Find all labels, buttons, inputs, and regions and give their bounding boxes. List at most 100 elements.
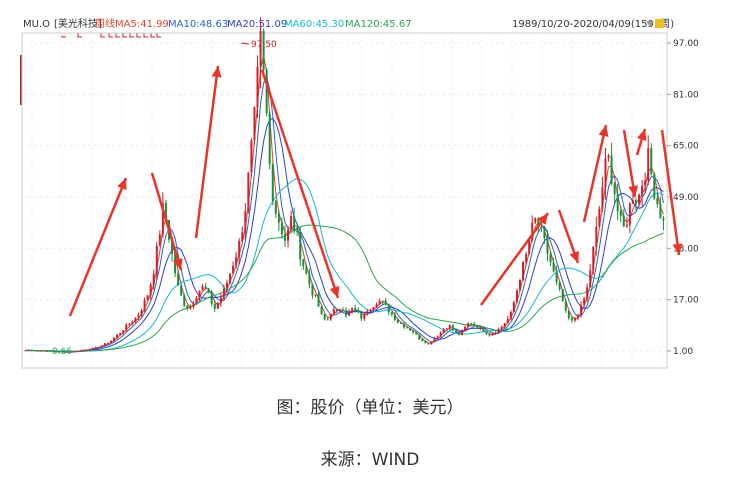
candle-body <box>320 306 323 315</box>
date-range-label: 1989/10/20-2020/04/09(1591周) <box>512 18 674 30</box>
candle-body <box>317 294 320 307</box>
candle-body <box>595 226 598 247</box>
candle-body <box>241 232 244 241</box>
candle-body <box>335 309 338 311</box>
candle-body <box>528 240 531 254</box>
candle-body <box>369 310 372 312</box>
candle-body <box>137 315 140 318</box>
candle-body <box>439 332 442 337</box>
candle-body <box>143 300 146 311</box>
trend-arrowhead <box>569 250 579 263</box>
candle-body <box>201 286 204 291</box>
candle-body <box>183 295 186 306</box>
candle-body <box>436 336 439 338</box>
candle-body <box>134 317 137 322</box>
candle-body <box>210 292 213 304</box>
candle-body <box>589 270 592 288</box>
candle-body <box>271 164 274 202</box>
trend-arrowhead <box>211 66 222 78</box>
candle-body <box>384 300 387 305</box>
candle-body <box>323 314 326 320</box>
candlestick-series <box>24 17 665 353</box>
y-tick-label: 33.00 <box>673 244 699 254</box>
candle-body <box>479 327 482 329</box>
candle-body <box>424 341 427 344</box>
close-icon-box[interactable] <box>655 19 664 28</box>
candle-body <box>113 338 116 341</box>
candle-body <box>393 314 396 321</box>
candle-body <box>76 350 79 352</box>
candle-body <box>39 350 42 352</box>
candle-body <box>647 147 650 181</box>
candle-body <box>540 226 543 228</box>
candle-body <box>427 343 430 345</box>
candle-body <box>598 208 601 227</box>
candle-body <box>464 327 467 331</box>
candle-body <box>515 290 518 303</box>
candle-body <box>519 280 522 291</box>
candle-body <box>497 329 500 333</box>
candle-body <box>149 284 152 296</box>
dropdown-arrow-icon[interactable] <box>646 21 654 27</box>
signal-tick <box>136 33 141 38</box>
ma-line <box>25 224 664 352</box>
candle-body <box>494 332 497 334</box>
candle-body <box>338 309 341 311</box>
candle-body <box>103 343 106 346</box>
candle-body <box>42 350 45 352</box>
candle-body <box>549 253 552 263</box>
ma-legend-label: MA120:45.67 <box>345 19 412 30</box>
signal-tick <box>61 33 66 38</box>
candle-body <box>345 310 348 316</box>
candle-body <box>51 351 54 353</box>
candle-body <box>366 311 369 314</box>
candle-body <box>204 286 207 289</box>
candle-body <box>287 229 290 241</box>
candle-body <box>225 282 228 289</box>
candle-body <box>403 323 406 328</box>
candle-body <box>277 213 280 223</box>
ma-line <box>25 55 664 353</box>
candle-body <box>512 302 515 312</box>
candle-body <box>430 341 433 345</box>
signal-tick <box>129 33 134 38</box>
candle-body <box>644 180 647 186</box>
candle-body <box>509 311 512 319</box>
candle-body <box>326 319 329 321</box>
y-tick-label: 97.00 <box>673 39 699 49</box>
y-tick-label: 65.00 <box>673 142 699 152</box>
trend-arrow <box>260 69 340 299</box>
candle-body <box>308 273 311 285</box>
candle-body <box>290 216 293 230</box>
candle-body <box>250 140 253 173</box>
candle-body <box>396 320 399 323</box>
ticker-label: MU.O <box>23 19 50 30</box>
candle-body <box>351 308 354 313</box>
trend-arrow <box>479 212 550 306</box>
trend-arrowhead <box>329 285 340 298</box>
candle-body <box>195 298 198 304</box>
candle-body <box>283 233 286 241</box>
candle-body <box>399 322 402 324</box>
candle-body <box>503 323 506 327</box>
candle-body <box>85 349 88 351</box>
candle-body <box>616 194 619 212</box>
trend-arrowhead <box>537 213 548 225</box>
candle-body <box>390 312 393 315</box>
candle-body <box>229 273 232 283</box>
candle-body <box>363 313 366 319</box>
candle-body <box>470 323 473 325</box>
candle-body <box>79 350 82 352</box>
trend-arrowhead <box>636 129 647 141</box>
trend-arrow <box>68 177 128 317</box>
candle-body <box>97 346 100 348</box>
signal-tick <box>143 33 148 38</box>
candle-body <box>177 273 180 286</box>
candle-body <box>253 107 256 141</box>
candle-body <box>262 30 265 70</box>
candle-body <box>583 298 586 305</box>
candle-body <box>445 328 448 330</box>
gridlines <box>22 33 667 368</box>
candle-body <box>378 300 381 305</box>
trend-arrowhead <box>628 185 639 197</box>
